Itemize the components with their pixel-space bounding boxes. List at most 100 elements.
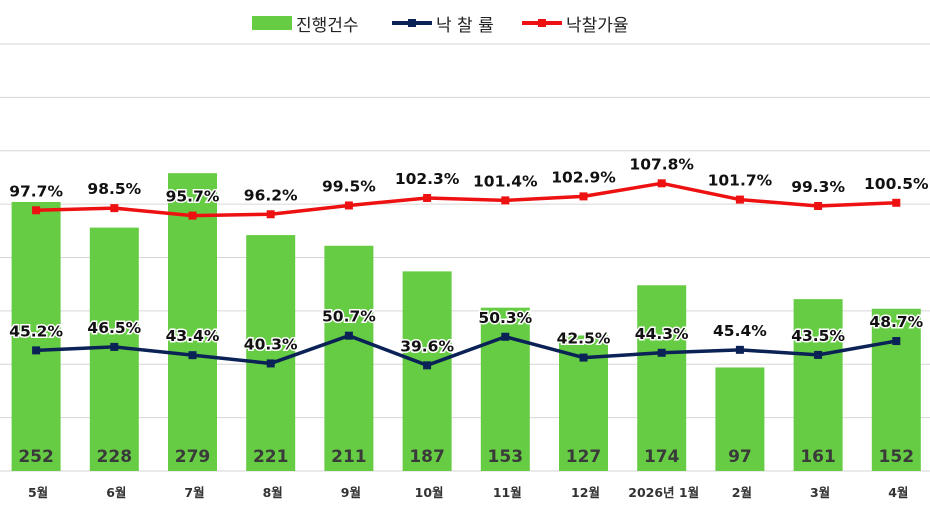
rate-marker	[32, 346, 41, 355]
bar	[793, 299, 843, 471]
rate-data-label: 44.3%	[635, 325, 689, 343]
x-tick-label: 5월	[28, 485, 48, 500]
x-tick-label: 10월	[415, 485, 444, 500]
price-data-label: 100.5%	[864, 175, 929, 193]
rate-line	[36, 333, 897, 368]
rate-data-label: 45.2%	[9, 322, 63, 340]
x-tick-label: 3월	[810, 485, 830, 500]
rate-marker	[344, 331, 353, 340]
bar	[246, 235, 296, 471]
bar-value-label: 152	[879, 447, 915, 467]
price-marker	[735, 195, 744, 204]
price-data-label: 98.5%	[87, 180, 141, 198]
price-marker	[501, 196, 510, 205]
x-tick-label: 4월	[888, 485, 908, 500]
rate-data-label: 43.4%	[166, 327, 220, 345]
legend-label-bar: 진행건수	[296, 15, 359, 36]
bar-series	[11, 173, 921, 472]
legend-label-rate: 낙 찰 률	[436, 15, 494, 36]
bar	[402, 271, 452, 471]
legend: 진행건수 낙 찰 률 낙찰가율	[0, 10, 930, 36]
bar	[637, 285, 687, 471]
legend-item-bar: 진행건수	[252, 10, 359, 36]
bar	[168, 173, 217, 472]
bar-value-label: 252	[18, 447, 54, 467]
bar	[715, 367, 765, 471]
x-tick-label: 7월	[184, 485, 204, 500]
price-data-label: 96.2%	[244, 186, 298, 204]
rate-data-label: 39.6%	[400, 337, 454, 355]
rate-marker	[735, 345, 744, 354]
rate-marker	[266, 359, 275, 368]
price-data-label: 107.8%	[629, 155, 694, 173]
bar-value-label: 161	[800, 447, 836, 467]
price-marker	[32, 206, 41, 215]
rate-line-series: 45.2% 46.5% 43.4% 40.3% 50.7% 39.6% 50.3% 42.5%…	[8, 306, 925, 370]
legend-swatch-rate	[392, 10, 432, 36]
rate-data-label: 40.3%	[244, 335, 298, 353]
rate-data-label: 50.7%	[322, 308, 376, 326]
rate-marker	[892, 337, 901, 346]
price-data-label: 102.9%	[551, 168, 616, 186]
bar	[324, 245, 374, 471]
bar-value-label: 279	[175, 447, 211, 467]
price-data-label: 101.4%	[473, 172, 538, 190]
x-tick-label: 11월	[493, 485, 522, 500]
bar	[11, 201, 61, 472]
bar-value-label: 174	[644, 447, 680, 467]
legend-item-rate: 낙 찰 률	[392, 10, 494, 36]
price-marker	[579, 192, 588, 201]
legend-swatch-price	[522, 10, 562, 36]
legend-item-price: 낙찰가율	[522, 10, 629, 36]
price-marker	[892, 198, 901, 207]
price-marker	[266, 210, 275, 219]
rate-marker	[423, 361, 432, 370]
x-tick-label: 6월	[106, 485, 126, 500]
price-data-label: 99.5%	[322, 177, 376, 195]
price-marker	[657, 179, 666, 188]
price-marker	[814, 201, 823, 210]
gridlines	[0, 43, 930, 472]
price-marker	[344, 201, 353, 210]
bar-value-label: 221	[253, 447, 289, 467]
price-data-label: 99.3%	[791, 178, 845, 196]
bar-value-label: 228	[97, 447, 133, 467]
legend-swatch-bar	[252, 16, 292, 30]
rate-data-label: 48.7%	[869, 313, 923, 331]
bar-value-label: 97	[728, 447, 752, 467]
rate-data-label: 42.5%	[557, 330, 611, 348]
price-marker	[423, 193, 432, 202]
rate-data-label: 45.4%	[713, 322, 767, 340]
x-tick-label: 12월	[571, 485, 600, 500]
price-line-series: 97.7% 98.5% 95.7% 96.2% 99.5% 102.3% 101.4% 102…	[8, 154, 930, 220]
rate-marker	[501, 332, 510, 341]
price-marker	[110, 204, 119, 213]
bar	[871, 308, 921, 471]
price-line	[36, 181, 897, 218]
bar-value-label: 187	[409, 447, 445, 467]
bar-value-label: 153	[488, 447, 524, 467]
bar-value-label: 127	[566, 447, 602, 467]
x-tick-label: 9월	[341, 485, 361, 500]
rate-marker	[188, 351, 197, 360]
x-axis: 5월 6월 7월 8월 9월 10월 11월 12월 2026년 1월 2월 3월 4월	[28, 485, 908, 500]
x-tick-label: 8월	[263, 485, 283, 500]
price-data-label: 102.3%	[395, 170, 460, 188]
rate-data-label: 43.5%	[791, 327, 845, 345]
bar-value-labels: 252 228 279 221 211 187 153 127 174 97 161 152	[18, 447, 914, 467]
rate-marker	[657, 348, 666, 357]
rate-marker	[579, 353, 588, 362]
rate-data-label: 46.5%	[87, 319, 141, 337]
rate-marker	[814, 350, 823, 359]
rate-data-label: 50.3%	[478, 309, 532, 327]
price-data-label: 101.7%	[708, 172, 773, 190]
legend-label-price: 낙찰가율	[566, 15, 629, 36]
rate-marker	[110, 342, 119, 351]
price-marker	[188, 211, 197, 220]
bar-value-label: 211	[331, 447, 367, 467]
price-data-label: 95.7%	[166, 188, 220, 206]
price-data-label: 97.7%	[9, 182, 63, 200]
x-tick-label: 2월	[732, 485, 752, 500]
x-tick-label: 2026년 1월	[628, 485, 699, 500]
